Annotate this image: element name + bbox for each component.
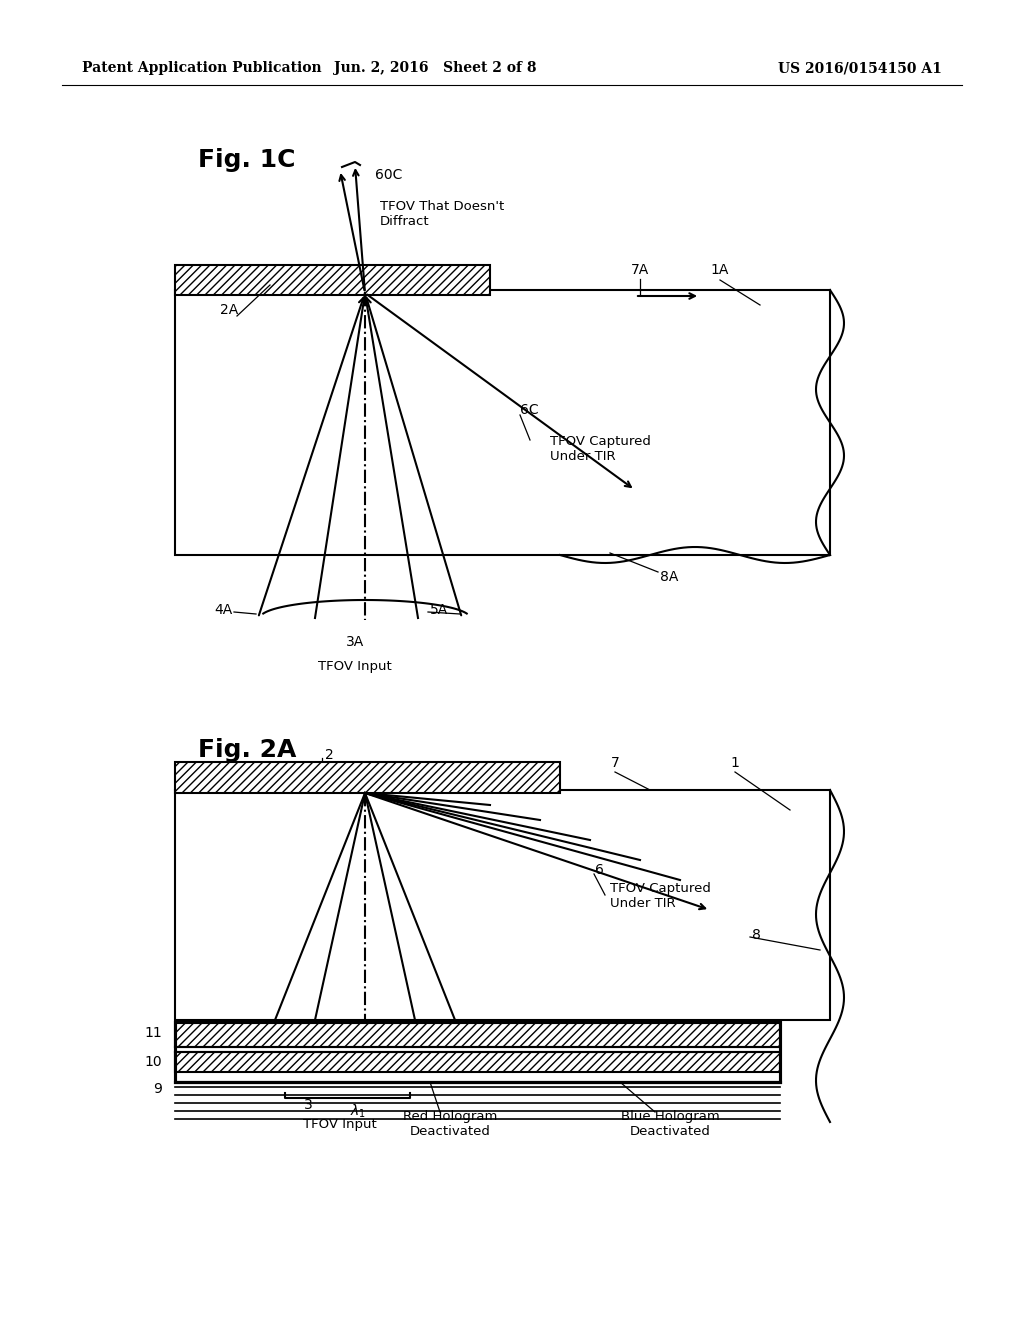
Bar bbox=[175, 762, 560, 793]
Text: 2A: 2A bbox=[220, 304, 239, 317]
Text: Red Hologram
Deactivated: Red Hologram Deactivated bbox=[402, 1110, 498, 1138]
Text: 60C: 60C bbox=[375, 168, 402, 182]
Text: 2: 2 bbox=[325, 748, 334, 762]
Text: 3A: 3A bbox=[346, 635, 365, 649]
Text: TFOV That Doesn't
Diffract: TFOV That Doesn't Diffract bbox=[380, 201, 504, 228]
Bar bbox=[175, 1022, 780, 1082]
Bar bbox=[175, 265, 490, 294]
Text: 6C: 6C bbox=[520, 403, 539, 417]
Text: 7: 7 bbox=[610, 756, 620, 770]
Text: $\lambda_1$: $\lambda_1$ bbox=[350, 1104, 366, 1121]
Bar bbox=[175, 290, 830, 554]
Text: 9: 9 bbox=[154, 1082, 162, 1096]
Text: 1: 1 bbox=[730, 756, 739, 770]
Text: Fig. 1C: Fig. 1C bbox=[198, 148, 296, 172]
Text: Blue Hologram
Deactivated: Blue Hologram Deactivated bbox=[621, 1110, 720, 1138]
Text: 7A: 7A bbox=[631, 263, 649, 277]
Text: Jun. 2, 2016   Sheet 2 of 8: Jun. 2, 2016 Sheet 2 of 8 bbox=[334, 61, 537, 75]
Text: TFOV Captured
Under TIR: TFOV Captured Under TIR bbox=[610, 882, 711, 909]
Text: US 2016/0154150 A1: US 2016/0154150 A1 bbox=[778, 61, 942, 75]
Text: 4A: 4A bbox=[215, 603, 233, 616]
Text: TFOV Input: TFOV Input bbox=[303, 1118, 377, 1131]
Text: Fig. 2A: Fig. 2A bbox=[198, 738, 296, 762]
Text: TFOV Input: TFOV Input bbox=[318, 660, 392, 673]
Text: 6: 6 bbox=[595, 863, 604, 876]
Bar bbox=[175, 1022, 780, 1047]
Text: 3: 3 bbox=[304, 1098, 312, 1111]
Text: 8A: 8A bbox=[660, 570, 678, 583]
Bar bbox=[175, 789, 830, 1020]
Text: 10: 10 bbox=[144, 1055, 162, 1069]
Text: 8: 8 bbox=[752, 928, 761, 942]
Text: 5A: 5A bbox=[430, 603, 449, 616]
Text: 1A: 1A bbox=[711, 263, 729, 277]
Text: 11: 11 bbox=[144, 1026, 162, 1040]
Bar bbox=[175, 1052, 780, 1072]
Text: TFOV Captured
Under TIR: TFOV Captured Under TIR bbox=[550, 436, 651, 463]
Text: Patent Application Publication: Patent Application Publication bbox=[82, 61, 322, 75]
